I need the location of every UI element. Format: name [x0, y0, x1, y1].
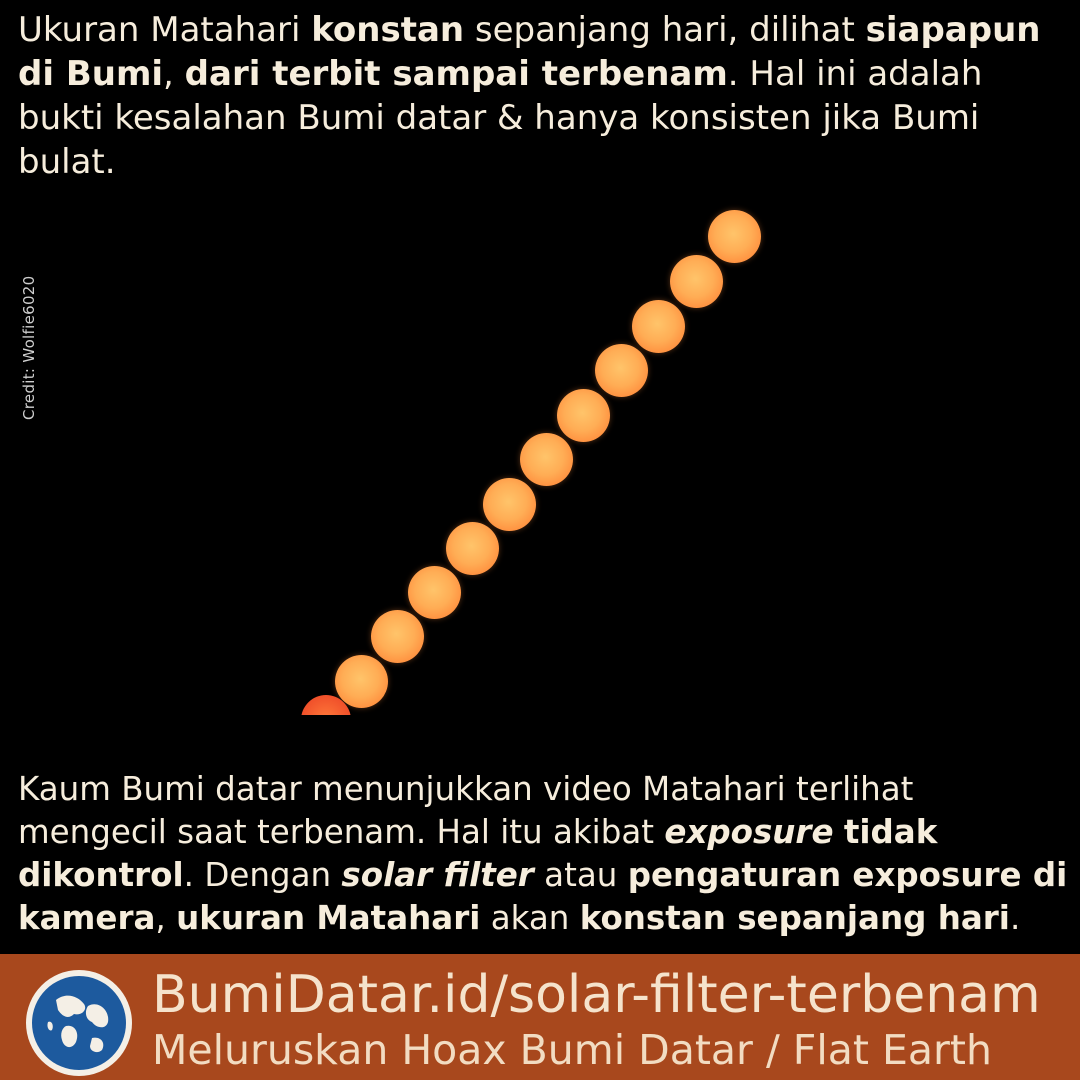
sun-disc [408, 566, 461, 619]
body-text: Kaum Bumi datar menunjukkan video Mataha… [18, 770, 1068, 937]
sun-sequence-photo [0, 190, 1080, 730]
sun-disc [483, 478, 536, 531]
sun-disc [632, 300, 685, 353]
sun-disc [595, 344, 648, 397]
globe-icon [26, 970, 132, 1076]
website-url[interactable]: BumiDatar.id/solar-filter-terbenam [152, 965, 1041, 1025]
sun-disc [446, 522, 499, 575]
sun-disc [708, 210, 761, 263]
setting-sun-disc [301, 695, 351, 715]
sun-disc [371, 610, 424, 663]
footer-banner: BumiDatar.id/solar-filter-terbenam Melur… [0, 954, 1080, 1080]
tagline: Meluruskan Hoax Bumi Datar / Flat Earth [152, 1026, 992, 1074]
sun-disc [670, 255, 723, 308]
sun-disc [557, 389, 610, 442]
headline-text: Ukuran Matahari konstan sepanjang hari, … [18, 10, 1041, 182]
sun-disc [520, 433, 573, 486]
